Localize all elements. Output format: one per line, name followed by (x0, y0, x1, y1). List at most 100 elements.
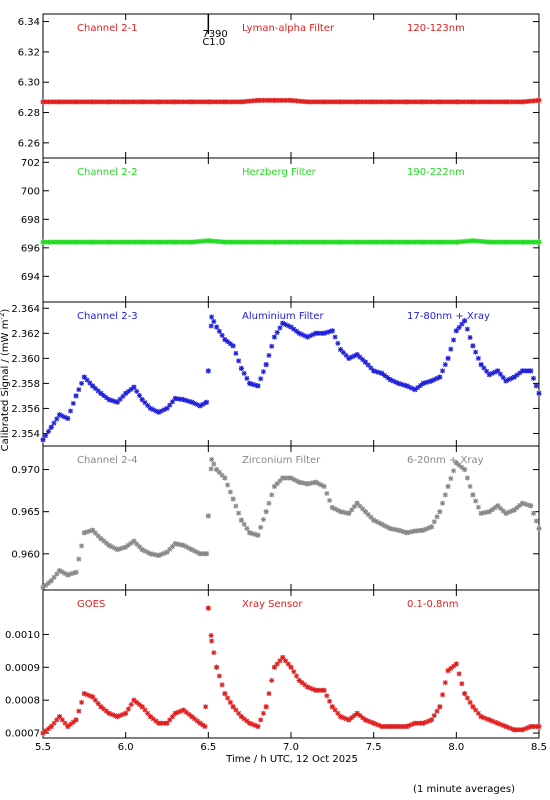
data-point (329, 704, 335, 710)
data-point (236, 510, 242, 516)
data-point (497, 99, 503, 105)
data-point (158, 239, 164, 245)
data-point (164, 549, 170, 555)
x-tick-label: 7.5 (366, 742, 382, 753)
data-point (373, 239, 379, 245)
data-point (464, 326, 470, 332)
data-point (214, 99, 220, 105)
data-point (46, 99, 52, 105)
data-point (294, 478, 300, 484)
y-tick-label: 2.358 (11, 379, 40, 390)
data-point (376, 99, 382, 105)
data-point (219, 472, 225, 478)
data-point (43, 433, 49, 439)
data-point (280, 654, 286, 660)
data-point (164, 405, 170, 411)
data-point (241, 370, 247, 376)
data-point (379, 99, 385, 105)
data-point (181, 542, 187, 548)
data-point (313, 330, 319, 336)
y-tick-label: 2.360 (11, 354, 40, 365)
data-point (125, 388, 131, 394)
data-point (247, 239, 253, 245)
data-point (106, 99, 112, 105)
data-point (147, 239, 153, 245)
data-point (59, 569, 65, 575)
data-point (156, 99, 162, 105)
data-point (343, 716, 349, 722)
data-point (354, 99, 360, 105)
data-point (156, 239, 162, 245)
data-point (258, 524, 264, 530)
data-point (181, 99, 187, 105)
data-point (156, 552, 162, 558)
data-point (503, 378, 509, 384)
y-tick-label: 696 (21, 243, 40, 254)
data-point (114, 239, 120, 245)
data-point (123, 239, 129, 245)
data-point (285, 323, 291, 329)
data-point (362, 717, 368, 723)
data-point (382, 723, 388, 729)
data-point (167, 546, 173, 552)
data-point (59, 239, 65, 245)
data-point (525, 725, 531, 731)
data-point (409, 239, 415, 245)
data-point (172, 239, 178, 245)
data-point (70, 719, 76, 725)
data-point (492, 719, 498, 725)
data-point (473, 498, 479, 504)
data-point (225, 339, 231, 345)
data-point (112, 398, 118, 404)
data-point (484, 99, 490, 105)
data-point (170, 399, 176, 405)
data-point (125, 239, 131, 245)
data-point (269, 97, 275, 103)
data-point (158, 551, 164, 557)
data-point (125, 542, 131, 548)
data-point (274, 661, 280, 667)
data-point (492, 99, 498, 105)
data-point (365, 362, 371, 368)
panel-filter-label: Herzberg Filter (242, 167, 317, 178)
data-point (103, 239, 109, 245)
data-point (486, 509, 492, 515)
y-tick-label: 694 (21, 272, 40, 283)
data-point (522, 239, 528, 245)
data-point (167, 717, 173, 723)
data-point (519, 500, 525, 506)
data-point (371, 517, 377, 523)
data-point (236, 358, 242, 364)
y-tick-label: 6.30 (18, 78, 40, 89)
data-point (282, 475, 288, 481)
data-point (395, 527, 401, 533)
data-point (373, 99, 379, 105)
data-point (514, 372, 520, 378)
data-point (313, 687, 319, 693)
data-point (90, 694, 96, 700)
data-point (285, 239, 291, 245)
data-point (431, 99, 437, 105)
y-tick-label: 0.960 (11, 549, 40, 560)
data-point (508, 375, 514, 381)
x-tick-label: 8.5 (531, 742, 547, 753)
data-point (247, 98, 253, 104)
data-point (79, 543, 85, 549)
data-point (123, 710, 129, 716)
data-point (263, 239, 269, 245)
data-point (271, 334, 277, 340)
data-point (530, 98, 536, 104)
panel-filter-label: Xray Sensor (242, 599, 303, 610)
data-point (484, 509, 490, 515)
data-point (406, 529, 412, 535)
data-point (57, 412, 63, 418)
data-point (189, 399, 195, 405)
data-point (404, 239, 410, 245)
data-point (139, 397, 145, 403)
data-point (327, 497, 333, 503)
data-point (46, 239, 52, 245)
data-point (368, 514, 374, 520)
data-point (114, 99, 120, 105)
data-point (258, 717, 264, 723)
data-point (316, 99, 322, 105)
